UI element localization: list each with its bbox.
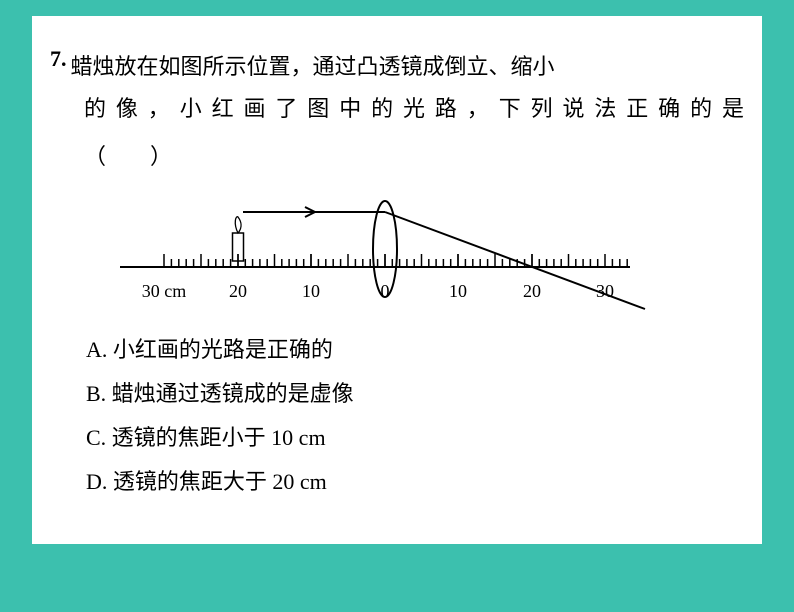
svg-text:20: 20	[523, 281, 541, 301]
diagram-svg: 30 cm20100102030	[90, 187, 650, 317]
option-d: D. 透镜的焦距大于 20 cm	[86, 460, 744, 504]
svg-text:30 cm: 30 cm	[142, 281, 187, 301]
optics-diagram: 30 cm20100102030	[90, 187, 744, 322]
option-a: A. 小红画的光路是正确的	[86, 328, 744, 372]
question-text-2: 的像，小红画了图中的光路，下列说法正确的是	[84, 88, 744, 130]
option-b: B. 蜡烛通过透镜成的是虚像	[86, 372, 744, 416]
options-list: A. 小红画的光路是正确的 B. 蜡烛通过透镜成的是虚像 C. 透镜的焦距小于 …	[86, 328, 744, 504]
question-paren: （ ）	[84, 136, 744, 178]
svg-text:10: 10	[302, 281, 320, 301]
option-c: C. 透镜的焦距小于 10 cm	[86, 416, 744, 460]
content-card: 7. 蜡烛放在如图所示位置，通过凸透镜成倒立、缩小 的像，小红画了图中的光路，下…	[32, 16, 762, 544]
svg-text:10: 10	[449, 281, 467, 301]
question-line-1: 7. 蜡烛放在如图所示位置，通过凸透镜成倒立、缩小	[50, 46, 744, 88]
question-text-1: 蜡烛放在如图所示位置，通过凸透镜成倒立、缩小	[71, 46, 555, 88]
svg-text:20: 20	[229, 281, 247, 301]
question-number: 7.	[50, 46, 67, 72]
